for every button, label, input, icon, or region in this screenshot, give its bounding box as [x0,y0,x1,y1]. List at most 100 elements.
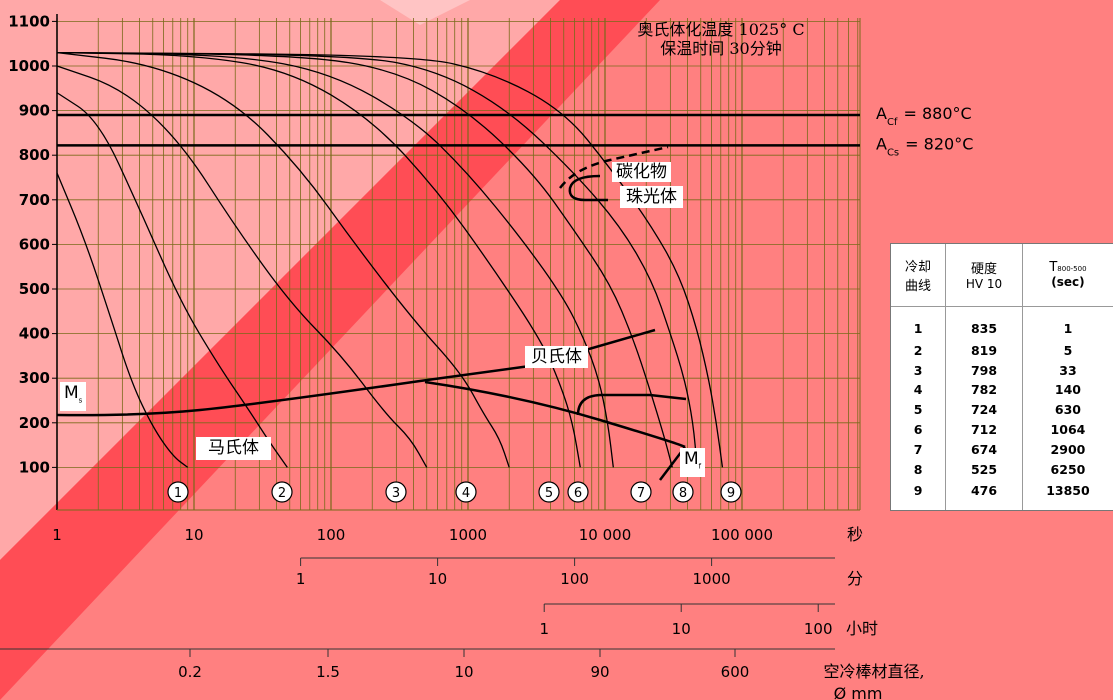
curve-marker-label: 9 [727,486,735,501]
hardness-table: 冷却 曲线 硬度 HV 10 T800-500 (sec) 1 835 1 2 819 5 3 79… [890,243,1113,511]
y-tick-label: 300 [19,369,50,387]
cell-curve: 8 [913,461,923,477]
bainite-label: 贝氏体 [525,346,588,368]
x-tick-label-seconds: 10 [184,526,203,544]
bainite-boundary [424,380,686,449]
x-tick-label-minutes: 1 [296,570,306,588]
reference-label: ACf = 880°C [876,104,972,128]
curve-marker-8 [672,481,694,503]
cooling-curve-6 [56,51,614,468]
x-unit-seconds: 秒 [847,525,863,544]
y-tick-label: 1000 [8,57,50,75]
x-tick-label-hours: 10 [672,620,691,638]
cell-time: 630 [1021,399,1113,420]
cooling-curve-1 [56,172,189,468]
reference-lines: ACf = 880°C ACs = 820°C [57,104,973,158]
x-tick-label-minutes: 1000 [693,570,731,588]
y-tick-label: 100 [19,458,50,476]
curve-marker-9 [720,481,742,503]
x-tick-label-hours: 1 [539,620,549,638]
cell-curve: 5 [913,402,923,418]
cell-hardness: 525 [945,459,1023,480]
cell-time: 140 [1021,380,1113,400]
cell-time: 1064 [1021,419,1113,440]
cooling-curve-3 [56,65,428,468]
martensite-label: 马氏体 [196,437,271,460]
cooling-curve-9 [56,51,724,468]
table-row: 8 525 6250 [891,459,1113,480]
table-row: 7 674 2900 [891,439,1113,460]
table-row: 9 476 13850 [891,479,1113,510]
y-tick-label: 500 [19,280,50,298]
header-hardness: 硬度 HV 10 [945,244,1023,307]
curve-marker-label: 3 [392,486,400,501]
x-tick-label-seconds: 1000 [449,526,487,544]
reference-label: ACs = 820°C [876,134,973,158]
cell-time: 13850 [1021,479,1113,510]
y-tick-label: 1100 [8,12,50,30]
curve-marker-label: 1 [174,486,182,501]
mf-label: Mf [680,448,706,478]
cell-hardness: 782 [945,380,1023,400]
cooling-curve-7 [56,51,673,468]
curve-marker-label: 6 [574,486,582,501]
curve-marker-2 [271,481,293,503]
cell-hardness: 476 [945,479,1023,510]
table-header-row: 冷却 曲线 硬度 HV 10 T800-500 (sec) [891,244,1113,307]
carbide-label: 碳化物 [612,162,671,182]
x-tick-label-seconds: 10 000 [579,526,632,544]
cell-hardness: 835 [945,306,1023,341]
x-tick-label-hours: 100 [804,620,833,638]
table-row: 4 782 140 [891,380,1113,400]
x-tick-label-minutes: 10 [428,570,447,588]
curve-marker-label: 2 [278,486,286,501]
cell-curve: 9 [913,483,923,499]
ms-line [56,328,656,417]
header-curve: 冷却 曲线 [891,244,946,307]
pearlite-label: 珠光体 [620,186,683,208]
cell-time: 33 [1021,360,1113,381]
cooling-curve-2 [56,92,288,468]
pearlite-nose [568,174,608,202]
x-tick-label-seconds: 1 [52,526,62,544]
y-axis-labels: 100 200 300 400 500 600 700 800 900 1000 1100 [8,12,57,476]
curve-marker-3 [385,481,407,503]
header-time: T800-500 (sec) [1021,244,1113,307]
cell-curve: 7 [913,442,923,458]
y-tick-label: 900 [19,102,50,120]
table-row: 5 724 630 [891,399,1113,420]
curve-marker-4 [455,481,477,503]
y-tick-label: 200 [19,414,50,432]
cell-time: 6250 [1021,459,1113,480]
ms-label: Ms [60,382,87,412]
x-axes: 1 10 100 1000 10 000 100 000 秒 1 10 100 1000 分 1 10 10… [0,525,925,700]
y-tick-label: 700 [19,191,50,209]
cooling-curve-8 [56,51,698,468]
chart-subtitle: 保温时间 30分钟 [660,39,781,58]
phase-boundaries [56,145,687,481]
y-tick-label: 800 [19,146,50,164]
cell-curve: 2 [913,342,923,358]
x-tick-label-minutes: 100 [560,570,589,588]
cell-hardness: 674 [945,439,1023,460]
table-row: 2 819 5 [891,340,1113,361]
x-tick-label-diameter: 600 [721,663,750,681]
cell-time: 1 [1021,306,1113,341]
x-tick-label-diameter: 1.5 [316,663,340,681]
dark-band [0,0,660,700]
x-tick-label-diameter: 10 [454,663,473,681]
x-unit-diameter: 空冷棒材直径, [823,662,924,681]
curve-marker-7 [630,481,652,503]
curve-marker-label: 7 [637,486,645,501]
curve-marker-label: 8 [679,486,687,501]
curve-marker-label: 4 [462,486,470,501]
cell-curve: 3 [913,362,923,378]
cell-time: 5 [1021,340,1113,361]
cell-curve: 1 [913,321,923,337]
cooling-curves [56,51,724,468]
grid [56,14,861,511]
cell-time: 2900 [1021,439,1113,460]
cell-hardness: 819 [945,340,1023,361]
curve-marker-label: 5 [545,486,553,501]
